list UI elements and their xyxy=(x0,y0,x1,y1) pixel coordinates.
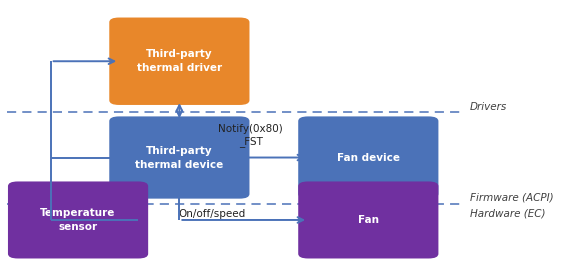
FancyBboxPatch shape xyxy=(8,181,148,259)
Text: Fan device: Fan device xyxy=(337,153,400,163)
Text: Third-party
thermal driver: Third-party thermal driver xyxy=(137,49,222,73)
Text: Firmware (ACPI): Firmware (ACPI) xyxy=(470,193,553,203)
Text: Hardware (EC): Hardware (EC) xyxy=(470,209,545,219)
FancyBboxPatch shape xyxy=(298,181,438,259)
Text: On/off/speed: On/off/speed xyxy=(178,209,246,219)
Text: Temperature
sensor: Temperature sensor xyxy=(40,208,116,232)
FancyBboxPatch shape xyxy=(109,18,250,105)
Text: Third-party
thermal device: Third-party thermal device xyxy=(135,145,223,170)
Text: Fan: Fan xyxy=(358,215,379,225)
FancyBboxPatch shape xyxy=(298,117,438,199)
FancyBboxPatch shape xyxy=(109,117,250,199)
Text: Drivers: Drivers xyxy=(470,102,507,112)
Text: Notify(0x80)
_FST: Notify(0x80) _FST xyxy=(218,124,283,147)
